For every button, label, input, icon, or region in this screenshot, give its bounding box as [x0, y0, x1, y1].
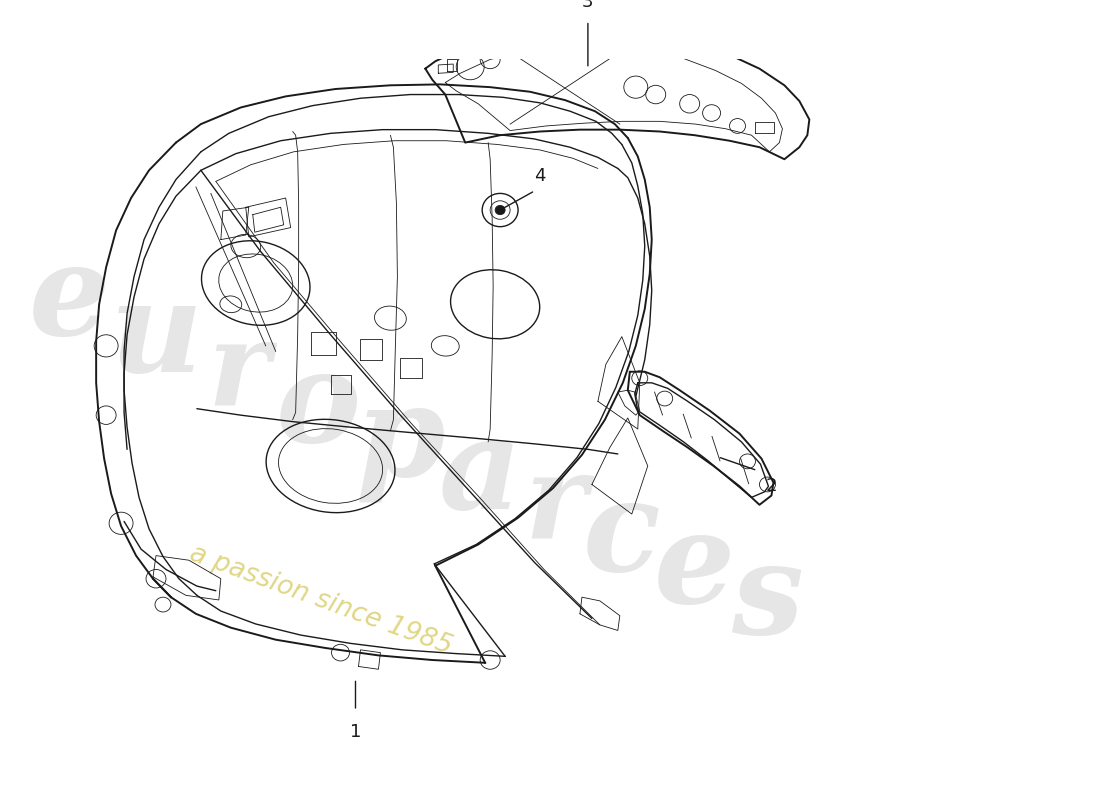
Text: 2: 2 [766, 477, 778, 495]
Text: r: r [524, 447, 586, 562]
Text: e: e [654, 506, 735, 630]
Text: c: c [583, 474, 661, 597]
Text: r: r [208, 314, 270, 430]
Text: a passion since 1985: a passion since 1985 [186, 540, 455, 660]
Text: 4: 4 [535, 167, 546, 185]
Text: e: e [29, 238, 110, 362]
Text: 3: 3 [582, 0, 594, 11]
Text: s: s [732, 538, 803, 661]
Circle shape [495, 206, 505, 214]
Text: u: u [110, 275, 202, 398]
Text: p: p [355, 378, 446, 502]
Text: a: a [439, 412, 521, 535]
Text: o: o [276, 345, 361, 469]
Text: 1: 1 [350, 723, 361, 741]
